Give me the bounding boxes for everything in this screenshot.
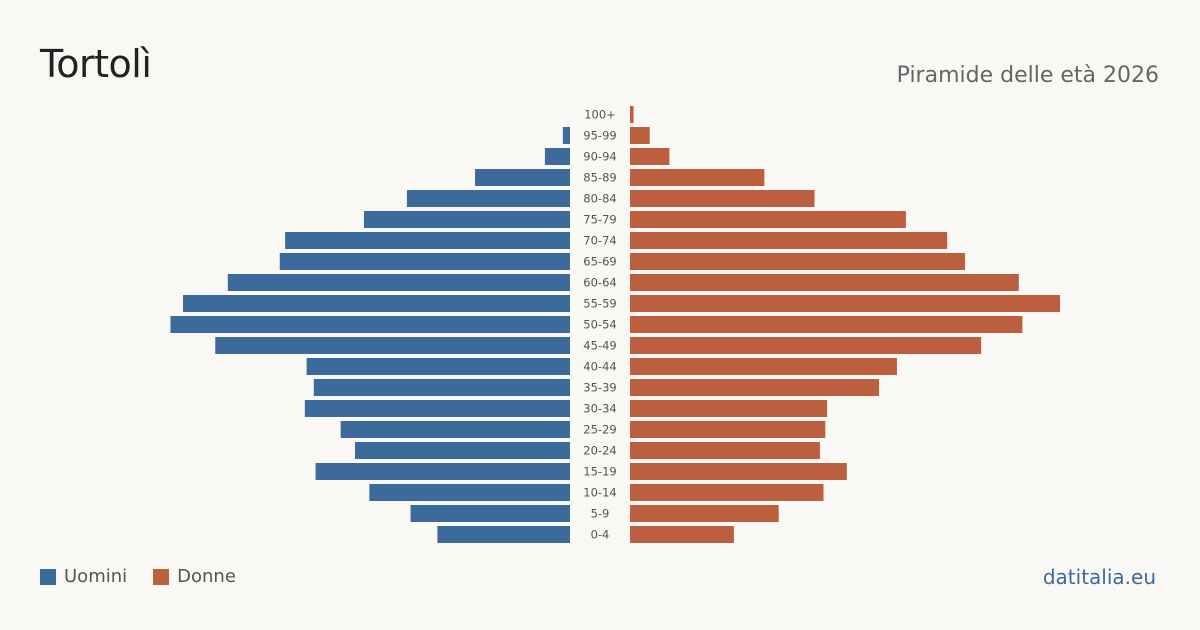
bar-male-25-29 xyxy=(340,421,570,438)
legend: Uomini Donne xyxy=(40,566,262,587)
age-group-label: 0-4 xyxy=(591,528,610,542)
bar-male-85-89 xyxy=(475,169,570,186)
bar-male-20-24 xyxy=(355,442,570,459)
bar-female-40-44 xyxy=(630,358,897,375)
bar-female-0-4 xyxy=(630,526,734,543)
bar-female-20-24 xyxy=(630,442,820,459)
bar-female-15-19 xyxy=(630,463,847,480)
bar-female-80-84 xyxy=(630,190,815,207)
bar-male-10-14 xyxy=(369,484,570,501)
bar-male-30-34 xyxy=(304,400,570,417)
age-group-label: 5-9 xyxy=(591,507,610,521)
bar-female-50-54 xyxy=(630,316,1023,333)
bar-male-80-84 xyxy=(406,190,570,207)
bar-male-50-54 xyxy=(170,316,571,333)
legend-swatch-female xyxy=(153,568,170,585)
bar-female-100plus xyxy=(630,106,634,123)
bar-female-30-34 xyxy=(630,400,828,417)
bar-male-60-64 xyxy=(227,274,570,291)
population-pyramid-chart: 100+ 95-99 90-94 85-89 80-84 75-79 70-74 65-69 6… xyxy=(170,106,1060,543)
bar-male-90-94 xyxy=(544,148,570,165)
age-group-label: 20-24 xyxy=(583,444,616,458)
bar-female-60-64 xyxy=(630,274,1019,291)
age-group-label: 80-84 xyxy=(583,192,616,206)
bar-female-85-89 xyxy=(630,169,765,186)
legend-item-male: Uomini xyxy=(40,566,127,587)
bar-male-15-19 xyxy=(315,463,570,480)
age-group-label: 100+ xyxy=(584,108,616,122)
age-group-label: 75-79 xyxy=(583,213,616,227)
bar-female-90-94 xyxy=(630,148,670,165)
legend-item-female: Donne xyxy=(153,566,236,587)
legend-label-female: Donne xyxy=(177,566,236,587)
chart-subtitle: Piramide delle età 2026 xyxy=(896,63,1159,88)
age-group-label: 95-99 xyxy=(583,129,616,143)
bar-male-65-69 xyxy=(279,253,570,270)
bar-female-10-14 xyxy=(630,484,824,501)
bar-male-40-44 xyxy=(306,358,570,375)
source-link[interactable]: datitalia.eu xyxy=(1042,565,1156,589)
age-group-label: 35-39 xyxy=(583,381,616,395)
age-group-label: 60-64 xyxy=(583,276,616,290)
bar-female-35-39 xyxy=(630,379,880,396)
age-group-label: 50-54 xyxy=(583,318,616,332)
bar-female-70-74 xyxy=(630,232,948,249)
page-title: Tortolì xyxy=(40,42,152,86)
bar-female-5-9 xyxy=(630,505,779,522)
bar-female-55-59 xyxy=(630,295,1060,312)
bar-female-45-49 xyxy=(630,337,982,354)
bar-female-25-29 xyxy=(630,421,826,438)
bar-male-45-49 xyxy=(215,337,570,354)
bar-female-95-99 xyxy=(630,127,650,144)
bar-male-70-74 xyxy=(285,232,570,249)
age-group-label: 65-69 xyxy=(583,255,616,269)
bar-female-65-69 xyxy=(630,253,966,270)
legend-swatch-male xyxy=(40,568,56,585)
bar-male-35-39 xyxy=(313,379,570,396)
legend-label-male: Uomini xyxy=(64,566,128,587)
age-group-label: 90-94 xyxy=(583,150,616,164)
age-group-label: 10-14 xyxy=(583,486,616,500)
bar-female-75-79 xyxy=(630,211,906,228)
age-group-label: 85-89 xyxy=(583,171,616,185)
age-group-label: 25-29 xyxy=(583,423,616,437)
bar-male-75-79 xyxy=(363,211,570,228)
age-group-label: 40-44 xyxy=(583,360,616,374)
age-group-label: 45-49 xyxy=(583,339,616,353)
bar-male-5-9 xyxy=(410,505,570,522)
bar-male-0-4 xyxy=(437,526,570,543)
bar-male-95-99 xyxy=(562,127,570,144)
bar-male-55-59 xyxy=(183,295,570,312)
age-group-label: 30-34 xyxy=(583,402,616,416)
age-group-label: 15-19 xyxy=(583,465,616,479)
age-group-label: 70-74 xyxy=(583,234,616,248)
age-group-label: 55-59 xyxy=(583,297,616,311)
